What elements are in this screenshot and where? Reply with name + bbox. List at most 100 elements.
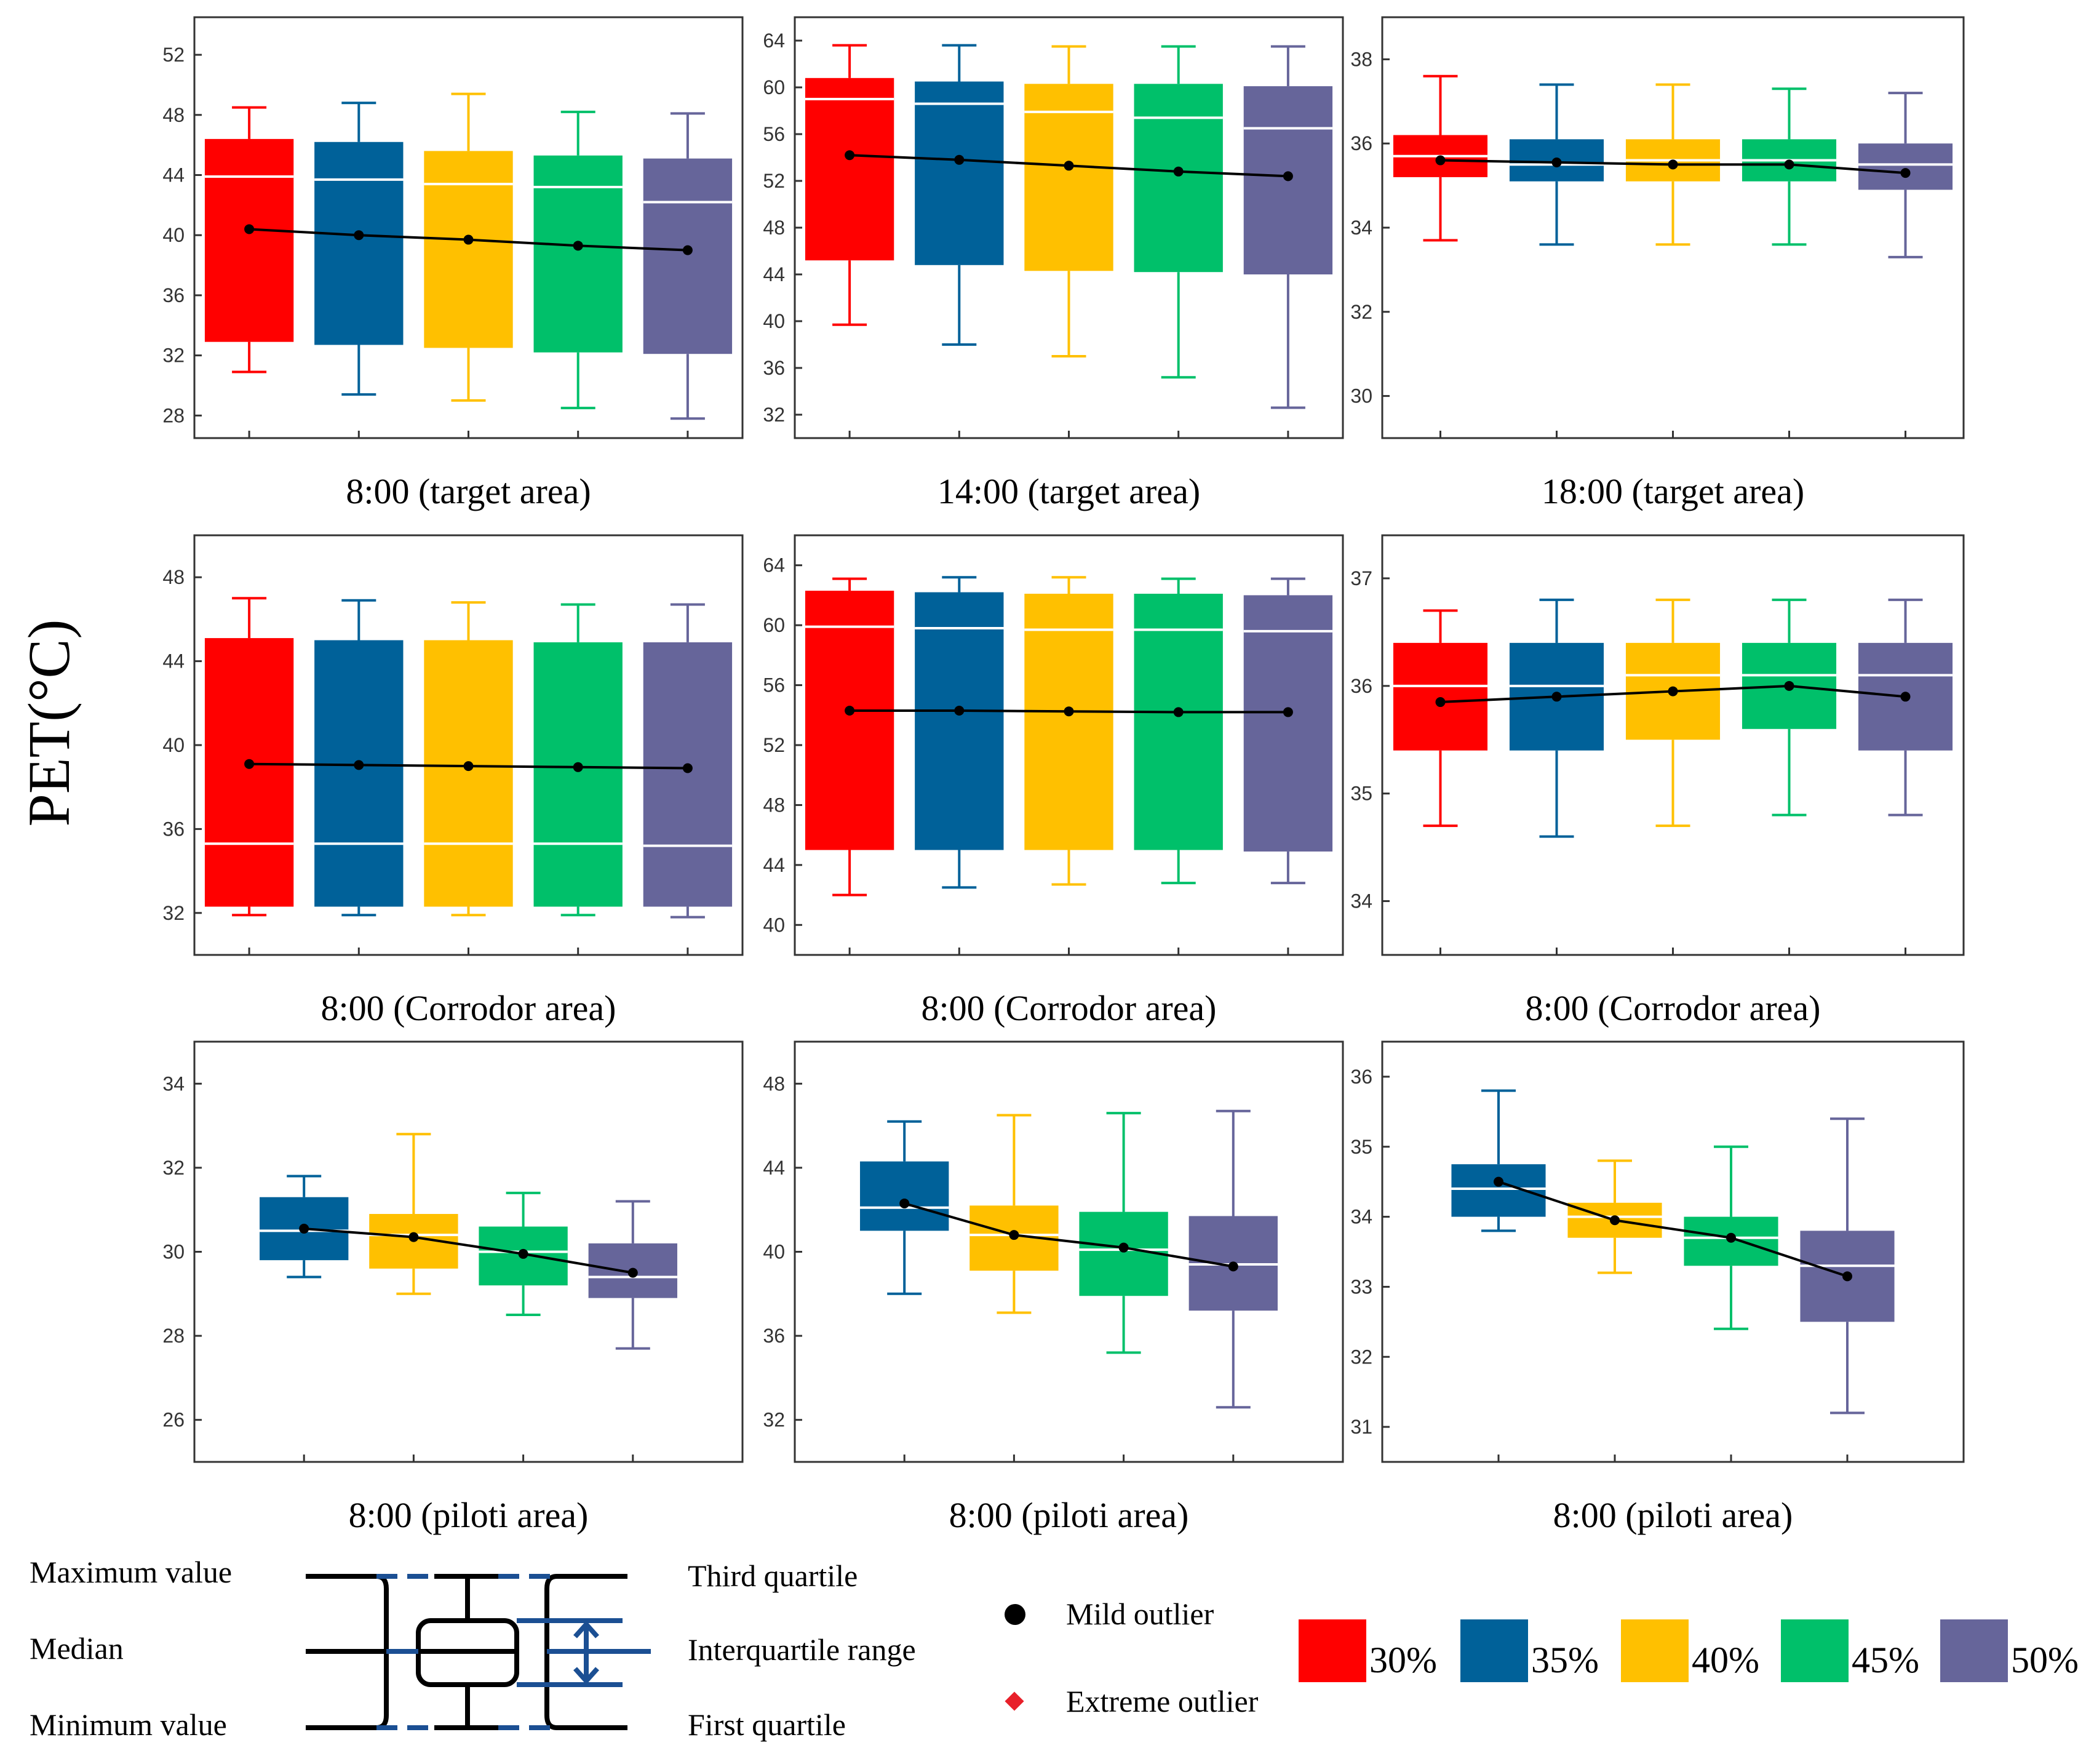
y-tick-label: 33: [1350, 1275, 1372, 1298]
box-4: [1742, 598, 1837, 816]
mean-point: [845, 150, 855, 161]
y-tick-label: 40: [763, 1241, 785, 1263]
y-tick-label: 36: [1350, 1066, 1372, 1088]
y-tick-label: 48: [763, 794, 785, 816]
y-tick-label: 32: [1350, 301, 1372, 323]
iqr-box: [314, 640, 404, 907]
y-tick-label: 35: [1350, 783, 1372, 805]
chart-panel-1: 28 32 36 40 44 48 52 8:00 (target area): [162, 16, 744, 511]
box-4: [1188, 1109, 1278, 1409]
series-legend: 30% 35% 40% 45% 50%: [1299, 1619, 2079, 1682]
box-5: [1858, 92, 1953, 258]
y-tick-label: 48: [763, 1072, 785, 1095]
iqr-box: [1451, 1164, 1546, 1217]
y-tick-label: 60: [763, 76, 785, 98]
y-tick-label: 40: [162, 224, 185, 246]
legend-swatch-4: [1781, 1619, 1849, 1682]
y-tick-label: 36: [1350, 132, 1372, 154]
iqr-box: [643, 642, 733, 907]
iqr-box: [314, 142, 404, 345]
y-tick-label: 36: [162, 818, 185, 840]
y-tick-label: 38: [1350, 48, 1372, 70]
mean-point: [1009, 1230, 1019, 1240]
mean-point: [1900, 168, 1911, 178]
mean-point: [1551, 157, 1562, 167]
mean-point: [1494, 1176, 1503, 1187]
panel-title: 18:00 (target area): [1542, 471, 1804, 511]
mean-point: [954, 705, 965, 716]
mean-point: [244, 224, 255, 234]
iqr-box: [805, 591, 894, 850]
y-tick-label: 44: [763, 854, 785, 876]
mean-point: [1064, 706, 1074, 717]
y-tick-label: 40: [763, 914, 785, 936]
box-2: [1509, 598, 1604, 838]
box-3: [424, 92, 513, 402]
chart-panel-8: 32 36 40 44 48 8:00 (piloti area): [763, 1040, 1344, 1535]
y-tick-label: 32: [763, 404, 785, 426]
box-3: [1024, 45, 1113, 357]
mean-point: [1283, 707, 1293, 717]
mean-point: [1784, 159, 1794, 170]
extreme-outlier-marker: [1005, 1691, 1024, 1711]
box-1: [1393, 74, 1488, 242]
iqr-box: [805, 78, 894, 261]
box-5: [643, 603, 733, 919]
legend-swatch-3: [1621, 1619, 1689, 1682]
panel-title: 8:00 (piloti area): [349, 1495, 589, 1535]
chart-panel-2: 32 36 40 44 48 52 56 60 64 14:00 (target area): [763, 16, 1344, 511]
mild-outlier-marker: [1005, 1604, 1025, 1625]
y-tick-label: 37: [1350, 567, 1372, 589]
iqr-box: [204, 638, 294, 907]
box-2: [915, 44, 1004, 346]
box-2: [314, 102, 404, 396]
iqr-box: [860, 1161, 949, 1231]
box-5: [1858, 598, 1953, 816]
y-tick-label: 44: [162, 164, 185, 186]
mean-point: [573, 241, 583, 251]
iqr-box: [1024, 84, 1113, 271]
panels: 28 32 36 40 44 48 52 8:00 (target area) 32 36 40 44…: [162, 16, 1965, 1535]
mean-point: [1118, 1242, 1129, 1253]
iqr-box: [1134, 593, 1223, 850]
box-4: [1134, 577, 1223, 885]
box-1: [805, 577, 894, 896]
legend-series-label: 45%: [1852, 1640, 1919, 1680]
box-5: [1243, 577, 1333, 885]
mean-point: [1173, 707, 1184, 717]
mean-point: [244, 759, 255, 769]
y-tick-label: 48: [162, 104, 185, 126]
iqr-box: [1134, 84, 1223, 273]
y-tick-label: 30: [162, 1241, 185, 1263]
box-4: [1134, 45, 1223, 379]
mean-point: [299, 1223, 309, 1234]
box-2: [314, 599, 404, 917]
y-tick-label: 26: [162, 1409, 185, 1431]
legend-max-label: Maximum value: [30, 1555, 232, 1589]
box-5: [643, 112, 733, 420]
legend-min-label: Minimum value: [30, 1707, 227, 1742]
mean-point: [682, 763, 693, 773]
legend-series-label: 35%: [1531, 1640, 1599, 1680]
box-4: [533, 110, 623, 410]
panel-title: 8:00 (target area): [346, 471, 591, 511]
mean-point: [1173, 166, 1184, 177]
legend-median-label: Median: [30, 1631, 124, 1666]
y-tick-label: 64: [763, 30, 785, 52]
y-tick-label: 52: [763, 170, 785, 192]
mean-point: [573, 762, 583, 772]
y-axis-label: PET(°C): [16, 619, 82, 826]
panel-title: 8:00 (Corrodor area): [321, 988, 616, 1028]
legend-q1-label: First quartile: [688, 1707, 846, 1742]
iqr-box: [533, 642, 623, 907]
mean-point: [1228, 1261, 1238, 1272]
iqr-box: [1393, 642, 1488, 751]
chart-panel-9: 31 32 33 34 35 36 8:00 (piloti area): [1350, 1040, 1965, 1535]
box-3: [1079, 1112, 1168, 1354]
y-tick-label: 34: [1350, 217, 1372, 239]
y-tick-label: 56: [763, 123, 785, 145]
mean-point: [1726, 1232, 1736, 1243]
iqr-box: [533, 155, 623, 353]
y-tick-label: 35: [1350, 1136, 1372, 1158]
